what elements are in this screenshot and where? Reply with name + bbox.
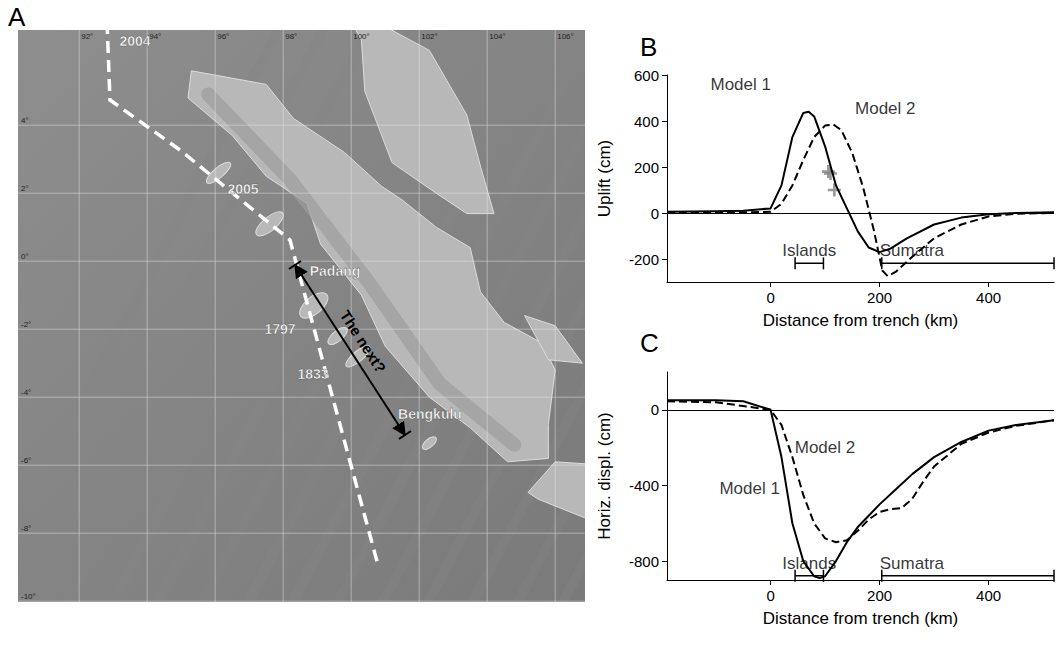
svg-text:92°: 92° <box>81 32 93 41</box>
svg-text:Bengkulu: Bengkulu <box>398 406 462 422</box>
svg-text:Model 2: Model 2 <box>855 99 915 118</box>
html-text:A: A <box>8 2 26 32</box>
svg-text:0: 0 <box>766 587 774 604</box>
svg-text:Islands: Islands <box>782 553 837 573</box>
svg-text:-800: -800 <box>629 553 659 570</box>
svg-text:96°: 96° <box>217 32 229 41</box>
svg-text:-4°: -4° <box>21 388 31 397</box>
svg-text:100°: 100° <box>353 32 370 41</box>
svg-text:200: 200 <box>634 159 659 176</box>
svg-text:0: 0 <box>766 289 774 306</box>
svg-text:2004: 2004 <box>119 33 150 49</box>
svg-text:400: 400 <box>634 113 659 130</box>
svg-text:2°: 2° <box>21 184 29 193</box>
svg-text:Padang: Padang <box>310 263 361 279</box>
svg-text:102°: 102° <box>421 32 438 41</box>
svg-text:Horiz. displ. (cm): Horiz. displ. (cm) <box>595 412 614 540</box>
svg-text:-6°: -6° <box>21 456 31 465</box>
svg-text:98°: 98° <box>285 32 297 41</box>
svg-text:-200: -200 <box>629 251 659 268</box>
svg-text:Sumatra: Sumatra <box>879 241 944 261</box>
svg-text:0: 0 <box>651 401 659 418</box>
svg-text:Model 1: Model 1 <box>719 479 779 498</box>
svg-text:1797: 1797 <box>264 321 295 337</box>
svg-text:106°: 106° <box>557 32 574 41</box>
svg-text:104°: 104° <box>489 32 506 41</box>
svg-text:2005: 2005 <box>227 181 258 197</box>
svg-text:94°: 94° <box>149 32 161 41</box>
svg-text:-10°: -10° <box>21 592 36 601</box>
svg-text:-8°: -8° <box>21 524 31 533</box>
html-text:B: B <box>640 32 658 62</box>
svg-text:Distance from trench (km): Distance from trench (km) <box>763 311 959 330</box>
svg-text:Islands: Islands <box>782 241 836 260</box>
svg-text:Model 1: Model 1 <box>710 75 770 94</box>
svg-text:-2°: -2° <box>21 320 31 329</box>
svg-text:-400: -400 <box>629 477 659 494</box>
html-text:C: C <box>640 328 659 358</box>
svg-text:Sumatra: Sumatra <box>880 554 945 573</box>
svg-text:Model 2: Model 2 <box>795 438 855 457</box>
svg-text:200: 200 <box>867 587 892 604</box>
svg-text:200: 200 <box>867 289 892 306</box>
svg-text:Distance from trench (km): Distance from trench (km) <box>763 609 959 628</box>
svg-text:400: 400 <box>976 587 1001 604</box>
svg-text:600: 600 <box>634 67 659 84</box>
svg-text:4°: 4° <box>21 116 29 125</box>
svg-text:The next?: The next? <box>337 307 390 376</box>
svg-text:Uplift (cm): Uplift (cm) <box>595 140 614 217</box>
svg-text:400: 400 <box>976 289 1001 306</box>
svg-text:1833: 1833 <box>297 366 328 382</box>
svg-text:0: 0 <box>651 205 659 222</box>
svg-text:0°: 0° <box>21 252 29 261</box>
